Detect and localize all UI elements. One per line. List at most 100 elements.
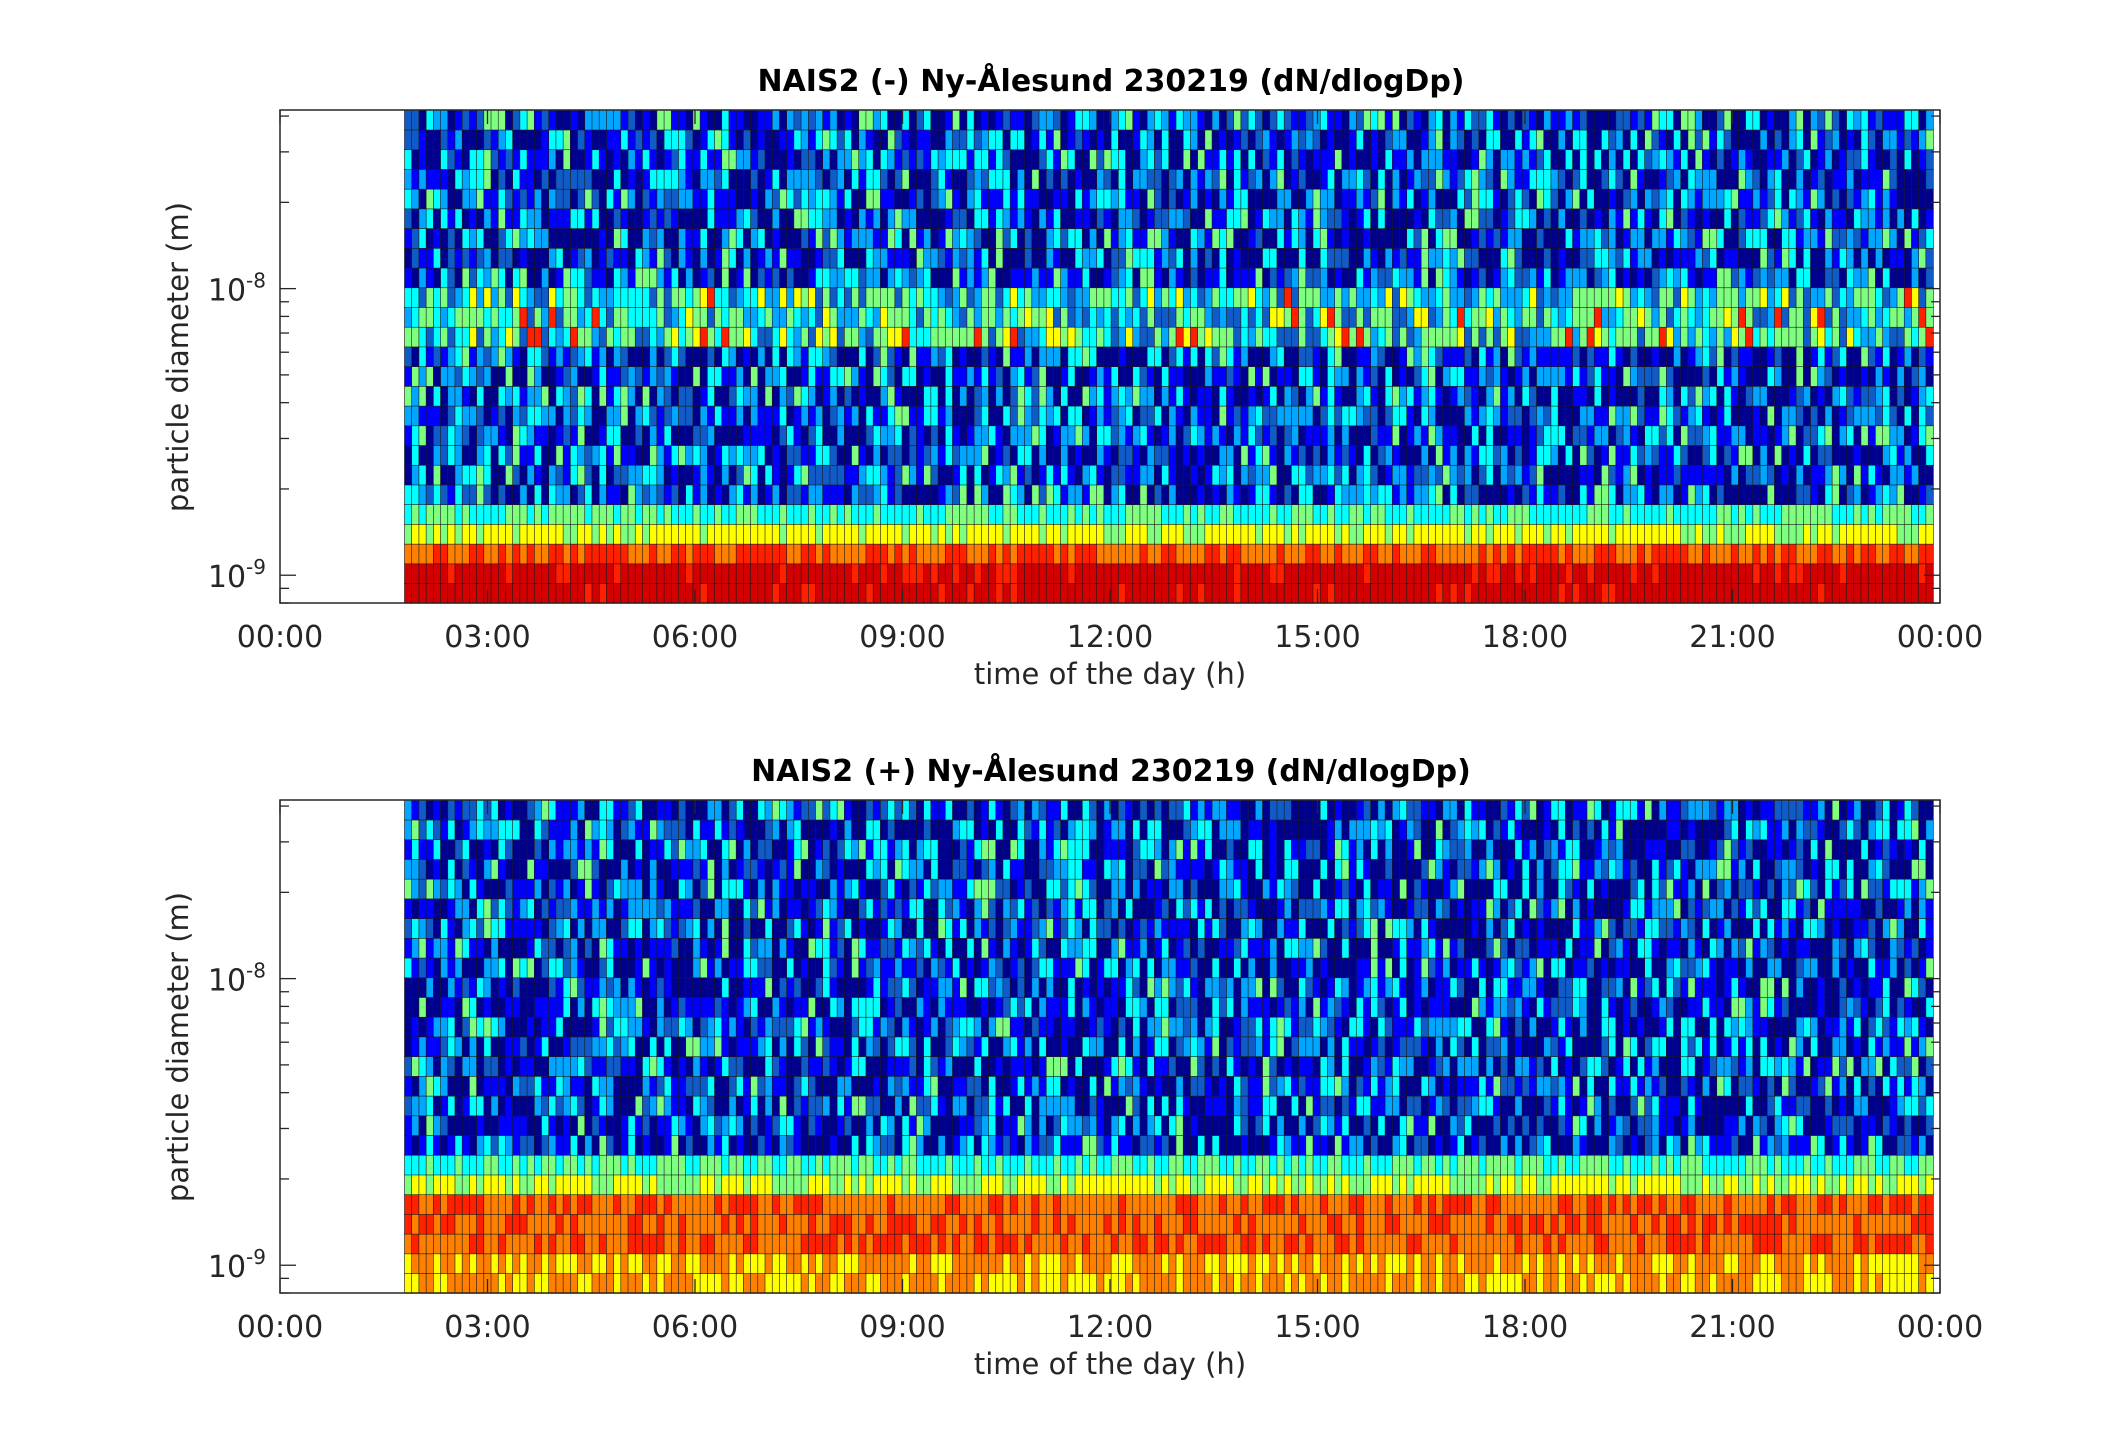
heatmap-cell: [872, 267, 881, 289]
heatmap-cell: [1348, 129, 1357, 151]
heatmap-cell: [786, 523, 795, 545]
heatmap-cell: [1226, 149, 1235, 170]
heatmap-cell: [461, 444, 470, 466]
heatmap-cell: [404, 405, 413, 427]
heatmap-cell: [1081, 385, 1091, 407]
heatmap-cell: [1730, 306, 1739, 328]
heatmap-cell: [1529, 504, 1538, 525]
heatmap-cell: [591, 149, 600, 170]
heatmap-cell: [519, 267, 528, 289]
heatmap-cell: [1442, 168, 1451, 190]
heatmap-cell: [1615, 464, 1624, 486]
heatmap-cell: [1803, 523, 1812, 545]
heatmap-cell: [1514, 366, 1523, 387]
heatmap-cell: [1154, 543, 1163, 565]
heatmap-cell: [1817, 444, 1826, 466]
heatmap-cell: [1442, 484, 1451, 505]
heatmap-cell: [728, 306, 737, 328]
heatmap-cell: [721, 168, 730, 190]
heatmap-cell: [1666, 464, 1675, 486]
heatmap-cell: [541, 582, 550, 604]
heatmap-cell: [1038, 504, 1047, 525]
heatmap-cell: [1009, 208, 1018, 229]
heatmap-cell: [541, 563, 550, 584]
heatmap-cell: [1471, 484, 1480, 505]
heatmap-cell: [1132, 346, 1141, 367]
heatmap-cell: [670, 228, 680, 249]
heatmap-cell: [1478, 188, 1487, 210]
heatmap-cell: [584, 385, 593, 407]
heatmap-cell: [1831, 168, 1840, 190]
heatmap-cell: [699, 228, 708, 249]
heatmap-cell: [1831, 563, 1840, 584]
heatmap-cell: [447, 188, 456, 210]
heatmap-cell: [858, 287, 867, 308]
heatmap-cell: [1565, 168, 1574, 190]
heatmap-cell: [469, 326, 478, 348]
heatmap-cell: [1651, 385, 1660, 407]
heatmap-cell: [1565, 267, 1574, 289]
heatmap-cell: [1723, 582, 1732, 604]
heatmap-cell: [1110, 287, 1119, 308]
heatmap-cell: [1730, 287, 1739, 308]
heatmap-cell: [707, 326, 716, 348]
heatmap-cell: [923, 405, 932, 427]
heatmap-cell: [1550, 543, 1559, 565]
heatmap-cell: [728, 326, 737, 348]
heatmap-cell: [1803, 188, 1812, 210]
heatmap-cell: [779, 306, 788, 328]
heatmap-cell: [1125, 563, 1134, 584]
heatmap-cell: [1255, 149, 1264, 170]
heatmap-cell: [584, 306, 593, 328]
heatmap-cell: [469, 109, 478, 131]
heatmap-cell: [1377, 287, 1386, 308]
heatmap-cell: [1500, 543, 1509, 565]
heatmap-cell: [750, 346, 759, 367]
heatmap-cell: [1673, 149, 1682, 170]
heatmap-cell: [973, 287, 982, 308]
heatmap-cell: [735, 444, 744, 466]
heatmap-cell: [1644, 582, 1653, 604]
heatmap-cell: [1089, 346, 1098, 367]
heatmap-cell: [606, 504, 615, 525]
heatmap-cell: [447, 287, 456, 308]
heatmap-cell: [1752, 385, 1761, 407]
heatmap-cell: [519, 149, 528, 170]
heatmap-cell: [1557, 109, 1566, 131]
heatmap-cell: [1154, 326, 1163, 348]
heatmap-cell: [1125, 425, 1134, 446]
heatmap-cell: [1370, 109, 1379, 131]
heatmap-cell: [865, 326, 874, 348]
heatmap-cell: [642, 346, 651, 367]
heatmap-cell: [1788, 582, 1797, 604]
heatmap-cell: [1449, 346, 1458, 367]
heatmap-cell: [1226, 208, 1235, 229]
heatmap-cell: [1637, 425, 1646, 446]
heatmap-cell: [1673, 168, 1682, 190]
heatmap-cell: [1161, 346, 1170, 367]
heatmap-cell: [1550, 247, 1559, 269]
heatmap-cell: [981, 129, 990, 151]
heatmap-cell: [1550, 582, 1559, 604]
heatmap-cell: [497, 129, 507, 151]
heatmap-cell: [1406, 149, 1415, 170]
heatmap-cell: [822, 464, 831, 486]
heatmap-cell: [1788, 267, 1797, 289]
heatmap-cell: [1348, 582, 1357, 604]
heatmap-cell: [1766, 346, 1776, 367]
heatmap-cell: [1759, 425, 1768, 446]
heatmap-cell: [1507, 208, 1516, 229]
heatmap-cell: [966, 267, 975, 289]
heatmap-cell: [1204, 188, 1213, 210]
heatmap-cell: [872, 366, 881, 387]
heatmap-cell: [1442, 366, 1451, 387]
heatmap-cell: [1622, 543, 1631, 565]
heatmap-cell: [1161, 109, 1170, 131]
heatmap-cell: [1622, 228, 1631, 249]
heatmap-cell: [1572, 267, 1581, 289]
heatmap-cell: [425, 484, 434, 505]
heatmap-cell: [887, 228, 896, 249]
heatmap-cell: [1572, 366, 1581, 387]
heatmap-cell: [937, 563, 946, 584]
heatmap-cell: [469, 444, 478, 466]
